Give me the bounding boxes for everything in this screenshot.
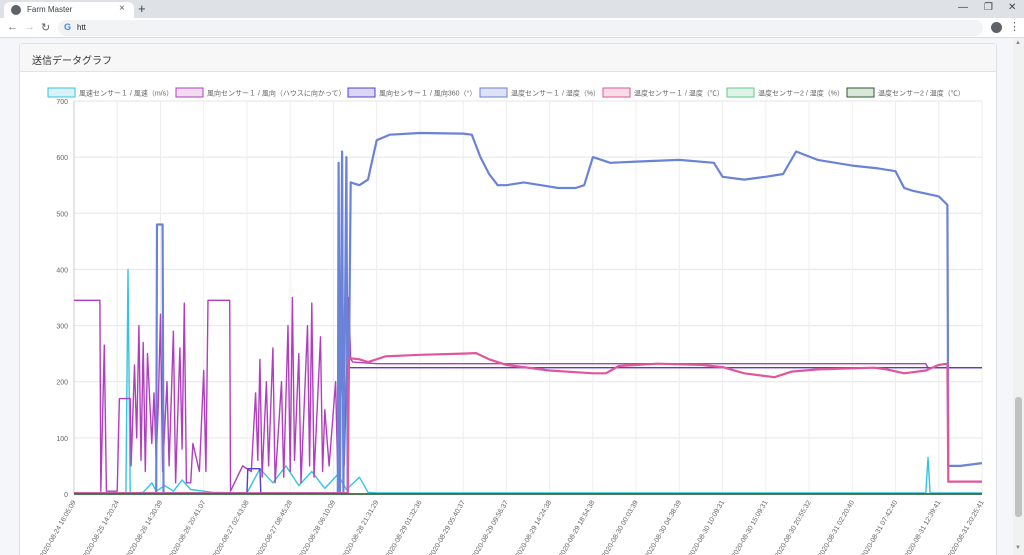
y-tick-label: 700 bbox=[56, 99, 68, 106]
x-tick-label: 2020-08-29 09:56:37 bbox=[472, 499, 511, 555]
x-tick-label: 2020-08-31 02:20:40 bbox=[817, 499, 856, 555]
series-line bbox=[74, 296, 982, 492]
tab-title: Farm Master bbox=[27, 5, 73, 14]
scroll-thumb[interactable] bbox=[1015, 397, 1022, 517]
close-icon[interactable]: × bbox=[119, 3, 125, 14]
y-tick-label: 0 bbox=[64, 492, 68, 499]
window-close-button[interactable]: ✕ bbox=[1008, 2, 1017, 13]
y-tick-label: 300 bbox=[56, 324, 68, 331]
x-tick-label: 2020-08-25 14:20:24 bbox=[82, 499, 121, 555]
url-text[interactable]: htt bbox=[77, 23, 86, 32]
x-tick-label: 2020-08-31 12:39:41 bbox=[904, 499, 943, 555]
x-tick-label: 2020-08-29 18:54:38 bbox=[558, 499, 597, 555]
x-tick-label: 2020-08-30 04:38:39 bbox=[645, 499, 684, 555]
legend-label: 温度センサー１ / 温度（℃） bbox=[634, 89, 724, 98]
legend-label: 温度センサー2 / 湿度（%） bbox=[758, 89, 844, 98]
line-chart: 0 100 200 300 400 500 600 700 2020-08-24 16:05:… bbox=[39, 87, 986, 555]
x-tick-label: 2020-08-27 08:45:28 bbox=[255, 499, 294, 555]
x-tick-label: 2020-08-28 06:10:09 bbox=[299, 499, 338, 555]
x-tick-label: 2020-08-24 16:05:09 bbox=[39, 499, 78, 555]
search-engine-icon: G bbox=[64, 22, 72, 32]
forward-icon[interactable]: → bbox=[24, 21, 35, 33]
legend-swatch bbox=[602, 87, 631, 98]
y-tick-label: 600 bbox=[56, 155, 68, 162]
back-icon[interactable]: ← bbox=[7, 21, 18, 33]
legend-swatch bbox=[479, 87, 508, 98]
address-bar[interactable]: G htt bbox=[58, 20, 983, 36]
y-tick-label: 200 bbox=[56, 380, 68, 387]
x-tick-label: 2020-08-29 05:40:37 bbox=[428, 499, 467, 555]
legend-swatch bbox=[726, 87, 755, 98]
tab-bar: Farm Master × + — ❐ ✕ bbox=[0, 0, 1024, 18]
legend-label: 温度センサー１ / 湿度（%） bbox=[511, 89, 600, 98]
x-tick-label: 2020-08-27 02:43:08 bbox=[212, 499, 251, 555]
chart-legend: 風速センサー１ / 風速（m/s） 風向センサー１ / 風向（ハウスに向かって） 風… bbox=[47, 87, 965, 98]
globe-icon bbox=[11, 5, 21, 15]
series-line bbox=[74, 352, 982, 495]
graph-card: 送信データグラフ bbox=[19, 43, 997, 555]
card-title: 送信データグラフ bbox=[32, 56, 112, 67]
profile-icon[interactable] bbox=[991, 22, 1002, 33]
restore-button[interactable]: ❐ bbox=[984, 2, 993, 13]
legend-swatch bbox=[347, 87, 376, 98]
series-line bbox=[74, 131, 983, 495]
new-tab-button[interactable]: + bbox=[138, 1, 146, 16]
chart-grid bbox=[73, 100, 983, 495]
y-tick-label: 500 bbox=[56, 211, 68, 218]
series-line bbox=[74, 367, 982, 494]
y-tick-label: 400 bbox=[56, 267, 68, 274]
legend-swatch bbox=[47, 87, 76, 98]
scroll-down-icon[interactable]: ▼ bbox=[1015, 545, 1021, 551]
reload-icon[interactable]: ↻ bbox=[41, 22, 51, 34]
x-tick-label: 2020-08-30 00:03:39 bbox=[601, 499, 640, 555]
series-line bbox=[74, 268, 982, 495]
x-tick-label: 2020-08-31 20:25:41 bbox=[947, 499, 986, 555]
x-tick-label: 2020-08-28 21:31:29 bbox=[342, 499, 381, 555]
page-viewport: 送信データグラフ 0 100 200 300 400 500 600 700 2020-08-… bbox=[0, 39, 1013, 555]
x-tick-label: 2020-08-26 14:30:39 bbox=[126, 499, 165, 555]
legend-label: 温度センサー2 / 温度（℃） bbox=[878, 89, 965, 98]
x-tick-label: 2020-08-29 01:32:36 bbox=[385, 499, 424, 555]
y-axis: 0 100 200 300 400 500 600 700 bbox=[56, 99, 75, 499]
y-tick-label: 100 bbox=[56, 436, 68, 443]
x-tick-label: 2020-08-29 14:24:38 bbox=[515, 499, 554, 555]
browser-toolbar: ← → ↻ G htt ⋮ bbox=[0, 18, 1024, 38]
x-tick-label: 2020-08-31 07:42:40 bbox=[861, 499, 900, 555]
legend-swatch bbox=[846, 87, 875, 98]
x-axis: 2020-08-24 16:05:09 2020-08-25 14:20:24 20… bbox=[39, 493, 986, 555]
menu-icon[interactable]: ⋮ bbox=[1009, 21, 1020, 33]
tab-farm-master[interactable]: Farm Master × bbox=[4, 2, 134, 18]
minimize-button[interactable]: — bbox=[958, 2, 968, 13]
chart-series bbox=[74, 131, 983, 495]
x-tick-label: 2020-08-30 20:55:32 bbox=[774, 499, 813, 555]
x-tick-label: 2020-08-30 10:09:31 bbox=[688, 499, 727, 555]
scroll-up-icon[interactable]: ▲ bbox=[1015, 40, 1021, 46]
card-header: 送信データグラフ bbox=[20, 44, 996, 72]
x-tick-label: 2020-08-30 15:09:31 bbox=[731, 499, 770, 555]
x-tick-label: 2020-08-26 20:41:07 bbox=[169, 499, 208, 555]
legend-label: 風向センサー１ / 風向（ハウスに向かって） bbox=[207, 89, 345, 98]
vertical-scrollbar[interactable]: ▲ ▼ bbox=[1013, 39, 1024, 555]
legend-swatch bbox=[175, 87, 204, 98]
legend-label: 風速センサー１ / 風速（m/s） bbox=[79, 90, 173, 98]
legend-label: 風向センサー１ / 風向360（°） bbox=[379, 89, 476, 98]
